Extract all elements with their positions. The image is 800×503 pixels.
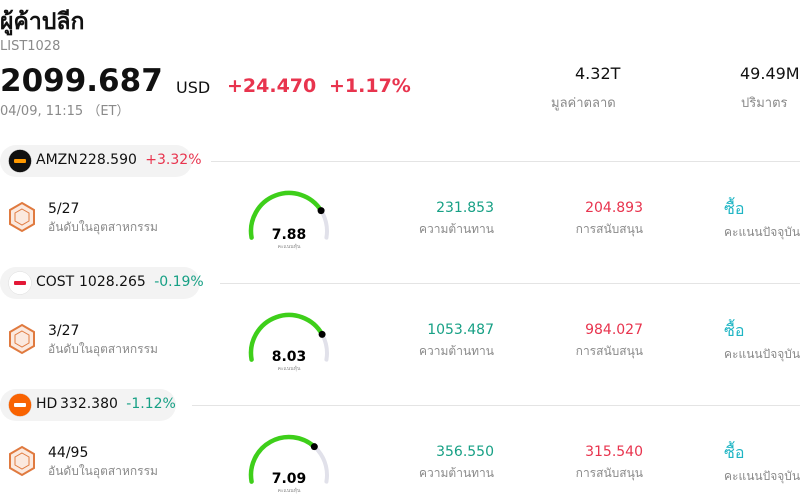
stat-label: ปริมาตร xyxy=(741,96,788,111)
resistance: 356.550 xyxy=(436,444,494,460)
score-label: คะแนนหุ้น xyxy=(278,487,301,494)
rating[interactable]: ซื้อ xyxy=(724,443,745,462)
currency: USD xyxy=(176,78,211,97)
ticker-symbol: COST xyxy=(36,274,75,290)
stat-value: 49.49M xyxy=(740,64,800,83)
score: 7.88 xyxy=(272,227,307,243)
score-label: คะแนนหุ้น xyxy=(278,243,301,250)
stat-label: มูลค่าตลาด xyxy=(551,96,616,111)
gauge-dot xyxy=(317,207,325,215)
divider xyxy=(211,161,800,162)
divider xyxy=(220,283,800,284)
title: ผู้ค้าปลีก xyxy=(0,9,85,35)
gauge-dot xyxy=(310,443,318,451)
resistance-label: ความต้านทาน xyxy=(419,466,494,480)
resistance: 231.853 xyxy=(436,200,494,216)
logo xyxy=(8,271,32,295)
resistance-label: ความต้านทาน xyxy=(419,344,494,358)
rating[interactable]: ซื้อ xyxy=(724,199,745,218)
time: 04/09, 11:15 （ET） xyxy=(0,104,130,119)
rating-label: คะแนนปัจจุบัน xyxy=(724,347,800,361)
support-label: การสนับสนุน xyxy=(575,222,643,236)
ticker-pill[interactable] xyxy=(0,145,192,177)
resistance: 1053.487 xyxy=(427,322,494,338)
rating-label: คะแนนปัจจุบัน xyxy=(724,469,800,483)
rank: 44/95 xyxy=(48,445,89,461)
rank-label: อันดับในอุตสาหกรรม xyxy=(48,464,158,478)
ticker-symbol: HD xyxy=(36,396,58,412)
rank-icon xyxy=(9,201,35,233)
ticker-price: 1028.265 xyxy=(79,274,146,290)
rank: 3/27 xyxy=(48,323,80,339)
support: 315.540 xyxy=(585,444,643,460)
rank-icon xyxy=(9,323,35,355)
rating-label: คะแนนปัจจุบัน xyxy=(724,225,800,239)
score: 7.09 xyxy=(272,471,307,487)
rank-icon xyxy=(9,445,35,477)
logo-mark xyxy=(14,281,26,285)
resistance-label: ความต้านทาน xyxy=(419,222,494,236)
hexagon-inner xyxy=(14,208,30,226)
logo xyxy=(8,393,32,417)
ticker-price: 332.380 xyxy=(60,396,118,412)
rank-label: อันดับในอุตสาหกรรม xyxy=(48,220,158,234)
rank: 5/27 xyxy=(48,201,80,217)
gauge-dot xyxy=(318,330,326,338)
support: 204.893 xyxy=(585,200,643,216)
gauge-value xyxy=(248,312,325,362)
hexagon-inner xyxy=(14,452,30,470)
support-label: การสนับสนุน xyxy=(575,344,643,358)
ticker-pill[interactable] xyxy=(0,267,200,299)
logo xyxy=(8,149,32,173)
ticker-price: 228.590 xyxy=(79,152,137,168)
hexagon xyxy=(9,445,35,477)
code: LIST1028 xyxy=(0,39,61,54)
support-label: การสนับสนุน xyxy=(575,466,643,480)
rating[interactable]: ซื้อ xyxy=(724,321,745,340)
change-pct: +1.17% xyxy=(329,75,411,97)
hexagon-inner xyxy=(14,330,30,348)
change: +24.470 xyxy=(227,75,317,97)
stat-value: 4.32T xyxy=(575,64,621,83)
ticker-change: +3.32% xyxy=(145,152,202,168)
divider xyxy=(192,405,800,406)
price: 2099.687 xyxy=(0,63,163,99)
ticker-symbol: AMZN xyxy=(36,152,78,168)
score-label: คะแนนหุ้น xyxy=(278,365,301,372)
ticker-change: -1.12% xyxy=(126,396,176,412)
ticker-change: -0.19% xyxy=(154,274,204,290)
hexagon xyxy=(9,323,35,355)
gauge-value xyxy=(248,434,317,484)
rank-label: อันดับในอุตสาหกรรม xyxy=(48,342,158,356)
score: 8.03 xyxy=(272,349,307,365)
support: 984.027 xyxy=(585,322,643,338)
logo-mark xyxy=(14,159,26,163)
logo-mark xyxy=(14,403,26,407)
hexagon xyxy=(9,201,35,233)
gauge-value xyxy=(248,190,324,240)
